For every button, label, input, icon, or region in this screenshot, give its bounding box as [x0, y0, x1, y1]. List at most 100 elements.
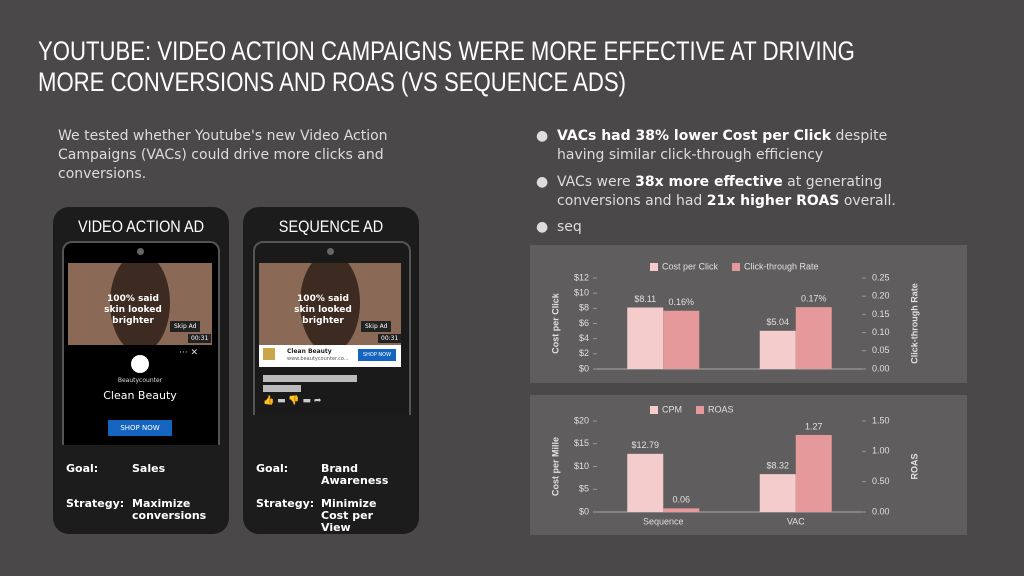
tick-label: $10: [574, 288, 589, 298]
brand: Beautycounter: [117, 377, 163, 384]
slide-title: YOUTUBE: VIDEO ACTION CAMPAIGNS WERE MOR…: [38, 36, 855, 97]
tick-label: 0.15: [872, 309, 890, 319]
tick-label: $4: [579, 333, 589, 343]
intro-text: We tested whether Youtube's new Video Ac…: [58, 128, 388, 182]
camera: [137, 248, 144, 255]
y-axis-title: Cost per Click: [550, 292, 560, 354]
x-tick-label: VAC: [787, 516, 805, 526]
bar: [663, 310, 700, 369]
face: [300, 263, 360, 345]
y2-axis-title: Click-through Rate: [909, 283, 919, 364]
value-label: 0.06: [672, 495, 690, 505]
bullet-text: 38x more effective: [635, 174, 783, 190]
shop-button[interactable]: SHOP NOW: [358, 349, 396, 361]
ad-text: 100% said skin looked brighter: [294, 294, 352, 326]
value-label: 1.27: [805, 421, 823, 431]
ad-text: 100% said skin looked brighter: [104, 294, 162, 326]
legend-swatch: [696, 406, 704, 414]
tick-label: $0: [579, 363, 589, 373]
x-tick-label: Sequence: [643, 516, 684, 526]
strategy-label: Strategy:: [256, 497, 315, 510]
bullet-text: VACs had 38% lower Cost per Click: [557, 128, 832, 144]
tick-label: 0.20: [872, 291, 890, 301]
legend-label: ROAS: [708, 404, 734, 414]
bullet-text: despite having similar click-through eff…: [557, 128, 888, 163]
brand-icon: [131, 355, 149, 373]
chart: $0 $2 $4 $6 $8 $10 $12 0.00 0.05 0.10 0.15 0.20 0.25…: [530, 245, 967, 383]
brand-icon: [263, 348, 275, 360]
tick-label: $10: [574, 461, 589, 471]
tick-label: 0.05: [872, 345, 890, 355]
menu-icons[interactable]: ··· ✕: [179, 348, 198, 358]
ad-url: www.beautycounter.co...: [287, 356, 349, 362]
bullet-text: at generating conversions and had: [557, 174, 883, 209]
face: [110, 263, 170, 345]
timer: 00:31: [378, 334, 402, 343]
legend-swatch: [650, 406, 658, 414]
bullet-text: 21x higher ROAS: [706, 193, 840, 209]
bullet: ● VACs were 38x more effective at generat…: [536, 174, 896, 209]
ad-name: Clean Beauty: [287, 348, 332, 355]
tick-label: $8: [579, 303, 589, 313]
strategy: Maximize conversions: [132, 497, 207, 522]
value-label: $12.79: [631, 440, 659, 450]
ad-name: Clean Beauty: [103, 389, 177, 402]
tick-label: $5: [579, 484, 589, 494]
value-label: $8.32: [766, 461, 789, 471]
goal: Sales: [132, 462, 166, 475]
goal-label: Goal:: [256, 462, 289, 475]
bar: [663, 508, 700, 512]
tick-label: $20: [574, 415, 589, 425]
tick-label: $12: [574, 272, 589, 282]
tick-label: 0.00: [872, 506, 890, 516]
phone-label: SEQUENCE AD: [278, 217, 384, 236]
skip-button[interactable]: Skip Ad: [361, 321, 392, 332]
timer: 00:31: [188, 334, 212, 343]
tick-label: $2: [579, 348, 589, 358]
value-label: $8.11: [634, 294, 656, 304]
bullet-text: seq: [557, 219, 582, 235]
tick-label: 0.50: [872, 476, 890, 486]
skip-button[interactable]: Skip Ad: [170, 321, 201, 332]
legend-label: CPM: [662, 404, 682, 414]
legend-swatch: [732, 263, 741, 271]
legend-label: Click-through Rate: [744, 261, 819, 271]
bullet-text: VACs were: [557, 174, 636, 190]
camera: [327, 248, 334, 255]
tick-label: $0: [579, 506, 589, 516]
y2-axis-title: ROAS: [909, 453, 919, 479]
bar: [795, 434, 832, 512]
y-axis-title: Cost per Mille: [550, 437, 560, 496]
tick-label: 0.00: [872, 363, 890, 373]
bullet-text: overall.: [839, 193, 896, 209]
tick-label: 1.00: [872, 446, 890, 456]
legend-swatch: [650, 263, 658, 271]
strategy-label: Strategy:: [66, 497, 125, 510]
value-label: $5.04: [766, 317, 789, 327]
placeholder: [263, 375, 357, 382]
value-label: 0.17%: [801, 293, 827, 303]
value-label: 0.16%: [668, 297, 694, 307]
placeholder: [263, 385, 301, 392]
goal: Brand Awareness: [321, 462, 389, 487]
goal-label: Goal:: [66, 462, 99, 475]
strategy: Minimize Cost per View: [321, 497, 377, 534]
tick-label: 1.50: [872, 415, 890, 425]
bar: [627, 307, 664, 369]
bullet: ● VACs had 38% lower Cost per Click despi…: [536, 128, 888, 163]
shop-button[interactable]: SHOP NOW: [108, 420, 172, 436]
bar: [795, 307, 832, 369]
bar: [759, 474, 796, 512]
tick-label: $6: [579, 318, 589, 328]
bar: [759, 330, 796, 369]
tick-label: 0.10: [872, 327, 890, 337]
bullet: ● seq: [536, 219, 582, 235]
legend-label: Cost per Click: [662, 261, 719, 271]
tick-label: $15: [574, 438, 589, 448]
action-icons[interactable]: 👍 ▬ 👎 ▬ ➦: [263, 396, 322, 406]
chart: $0 $5 $10 $15 $20 0.00 0.50 1.00 1.50 Cost per Mi…: [530, 395, 967, 535]
phone-label: VIDEO ACTION AD: [77, 217, 205, 236]
tick-label: 0.25: [872, 272, 890, 282]
bar: [627, 453, 664, 512]
